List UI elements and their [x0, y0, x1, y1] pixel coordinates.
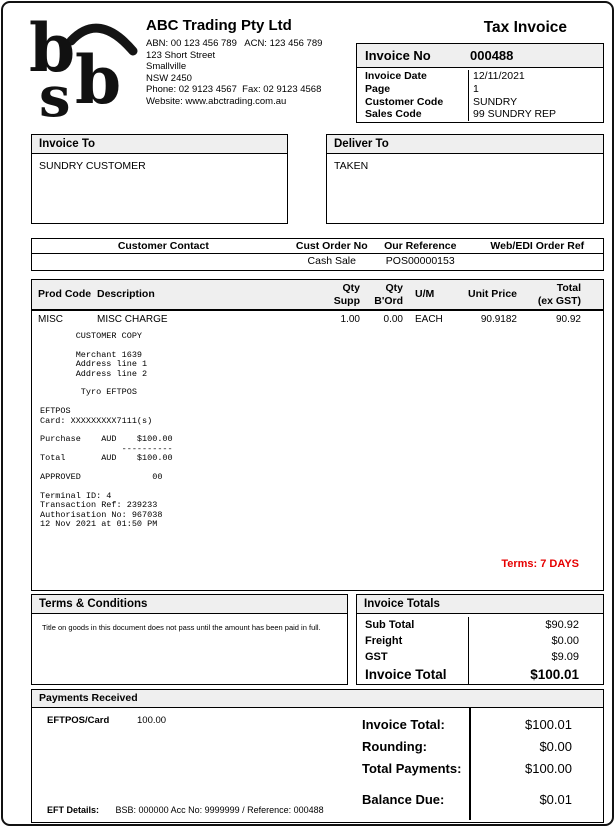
- payments-received-box: Payments Received EFTPOS/Card 100.00 Inv…: [31, 689, 604, 823]
- gst-label: GST: [365, 651, 388, 663]
- payments-summary-rows: Invoice Total: $100.01 Rounding: $0.00 T…: [362, 713, 572, 810]
- terms-conditions-box: Terms & Conditions Title on goods in thi…: [31, 594, 348, 685]
- svg-text:b: b: [75, 41, 121, 119]
- company-city: Smallville: [146, 61, 187, 72]
- customer-code-label: Customer Code: [365, 95, 444, 108]
- invoice-number-row: Invoice No 000488: [357, 44, 603, 68]
- order-info-headers: Customer Contact Cust Order No Our Refer…: [32, 239, 603, 254]
- balance-due-label: Balance Due:: [362, 791, 445, 807]
- item-description: MISC CHARGE: [97, 314, 168, 325]
- line-items-box: Prod Code Description Qty Supp Qty B'Ord…: [31, 279, 604, 591]
- svg-text:s: s: [39, 64, 71, 119]
- company-logo: b b s: [29, 9, 141, 130]
- company-state-postcode: NSW 2450: [146, 72, 192, 84]
- bbs-logo-icon: b b s: [29, 9, 138, 130]
- sales-code-value: 99 SUNDRY REP: [468, 108, 603, 122]
- freight-value: $0.00: [468, 633, 603, 649]
- eft-details-value: BSB: 000000 Acc No: 9999999 / Reference:…: [115, 805, 324, 815]
- payments-total-payments-row: Total Payments: $100.00: [362, 760, 572, 776]
- invoice-date-value: 12/11/2021: [468, 70, 603, 83]
- item-um: EACH: [415, 314, 443, 325]
- payment-method-label: EFTPOS/Card: [47, 715, 110, 726]
- company-street: 123 Short Street: [146, 49, 216, 61]
- balance-due-value: $0.01: [539, 791, 572, 807]
- table-row: MISC MISC CHARGE 1.00 0.00 EACH 90.9182 …: [32, 311, 603, 325]
- item-total: 90.92: [555, 314, 581, 325]
- eftpos-receipt-text: CUSTOMER COPY Merchant 1639 Address line…: [40, 331, 173, 530]
- invoice-total-value: $100.01: [468, 665, 603, 684]
- svg-text:b: b: [29, 11, 75, 87]
- col-um: U/M: [415, 288, 435, 301]
- invoice-to-box: Invoice To SUNDRY CUSTOMER: [31, 134, 288, 224]
- item-qty-bord: 0.00: [383, 314, 403, 325]
- terms-conditions-header: Terms & Conditions: [32, 595, 347, 614]
- payments-rounding-row: Rounding: $0.00: [362, 738, 572, 754]
- company-abn-acn: ABN: 00 123 456 789 ACN: 123 456 789: [146, 38, 323, 49]
- invoice-total-label: Invoice Total: [365, 667, 447, 682]
- deliver-to-content: TAKEN: [334, 160, 369, 172]
- invoice-totals-box: Invoice Totals Sub Total $90.92 Freight …: [356, 594, 604, 685]
- payments-divider-line: [469, 708, 471, 820]
- company-phone-fax: Phone: 02 9123 4567 Fax: 02 9123 4568: [146, 84, 322, 95]
- deliver-to-box: Deliver To TAKEN: [326, 134, 604, 224]
- eft-details-line: EFT Details: BSB: 000000 Acc No: 9999999…: [47, 805, 324, 815]
- invoice-no-value: 000488: [470, 48, 514, 63]
- sub-total-value: $90.92: [468, 617, 603, 633]
- col-total-ex-gst: Total (ex GST): [537, 282, 581, 307]
- customer-contact-header: Customer Contact: [117, 240, 209, 252]
- page-label: Page: [365, 82, 391, 95]
- sales-code-label: Sales Code: [365, 108, 422, 121]
- company-website: Website: www.abctrading.com.au: [146, 95, 287, 107]
- our-reference-header: Our Reference: [384, 240, 457, 252]
- col-qty-bord: Qty B'Ord: [374, 282, 403, 307]
- invoice-to-header: Invoice To: [32, 135, 287, 154]
- invoice-meta-box: Invoice No 000488 Invoice Date 12/11/202…: [356, 43, 604, 123]
- invoice-date-label: Invoice Date: [365, 70, 427, 82]
- payments-received-body: EFTPOS/Card 100.00 Invoice Total: $100.0…: [32, 708, 603, 820]
- freight-label: Freight: [365, 635, 403, 647]
- payments-received-header: Payments Received: [32, 690, 603, 708]
- balance-due-row: Balance Due: $0.01: [362, 788, 572, 810]
- col-description: Description: [97, 288, 155, 301]
- items-table-header: Prod Code Description Qty Supp Qty B'Ord…: [32, 280, 603, 311]
- sub-total-label: Sub Total: [365, 619, 415, 631]
- cust-order-no-value: Cash Sale: [307, 255, 356, 267]
- deliver-to-header: Deliver To: [327, 135, 603, 154]
- invoice-to-content: SUNDRY CUSTOMER: [39, 160, 146, 172]
- payments-invoice-total-row: Invoice Total: $100.01: [362, 716, 572, 732]
- eft-details-label: EFT Details:: [47, 805, 100, 815]
- cust-order-no-header: Cust Order No: [295, 240, 368, 252]
- our-reference-value: POS00000153: [385, 255, 455, 267]
- invoice-totals-header: Invoice Totals: [357, 595, 603, 614]
- item-qty-supp: 1.00: [340, 314, 360, 325]
- payment-method-amount: 100.00: [137, 715, 167, 726]
- invoice-meta-rows: Invoice Date 12/11/2021 Page 1 Customer …: [357, 68, 603, 122]
- document-title: Tax Invoice: [483, 19, 567, 36]
- web-edi-order-ref-header: Web/EDI Order Ref: [490, 240, 585, 252]
- order-info-strip: Customer Contact Cust Order No Our Refer…: [31, 238, 604, 271]
- company-info: ABC Trading Pty Ltd ABN: 00 123 456 789 …: [146, 17, 322, 107]
- item-unit-price: 90.9182: [480, 314, 517, 325]
- item-prod-code: MISC: [38, 314, 63, 325]
- customer-code-value: SUNDRY: [468, 95, 603, 109]
- gst-value: $9.09: [468, 649, 603, 665]
- order-info-values: Cash Sale POS00000153: [32, 254, 603, 268]
- invoice-no-label: Invoice No: [365, 48, 431, 63]
- page-value: 1: [468, 82, 603, 96]
- terms-conditions-text: Title on goods in this document does not…: [42, 623, 321, 632]
- col-unit-price: Unit Price: [467, 288, 517, 301]
- col-prod-code: Prod Code: [38, 288, 92, 301]
- company-name: ABC Trading Pty Ltd: [146, 17, 292, 34]
- payment-terms: Terms: 7 DAYS: [501, 558, 579, 570]
- invoice-totals-rows: Sub Total $90.92 Freight $0.00 GST $9.09…: [357, 614, 603, 684]
- col-qty-supp: Qty Supp: [333, 282, 360, 307]
- payments-row-spacer: [362, 779, 572, 788]
